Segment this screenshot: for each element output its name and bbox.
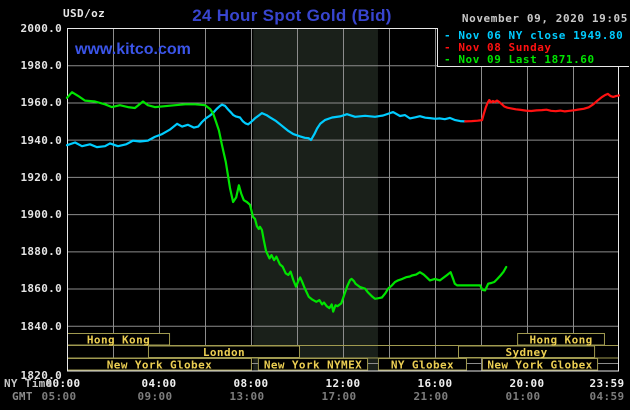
chart-title: 24 Hour Spot Gold (Bid) bbox=[192, 6, 392, 25]
y-tick-label: 1980.0 bbox=[20, 59, 62, 72]
session-label: Hong Kong bbox=[529, 334, 592, 347]
x-tick-gmt: 13:00 bbox=[229, 390, 264, 403]
nymex-session-shade bbox=[253, 28, 378, 371]
series-nov08-line bbox=[464, 92, 621, 123]
x-tick-gmt: 09:00 bbox=[137, 390, 172, 403]
x-tick-ny: 20:00 bbox=[509, 377, 544, 390]
session-label: New York NYMEX bbox=[264, 359, 362, 372]
x-tick-gmt: 17:00 bbox=[321, 390, 356, 403]
session-box bbox=[458, 345, 596, 358]
y-tick-label: 1960.0 bbox=[20, 96, 62, 109]
axis-tick-layer: 2000.0 1980.0 1960.0 1940.0 1920.0 1900.0 1880… bbox=[20, 22, 624, 403]
legend-entry-nov06: - Nov 06 NY close 1949.80 bbox=[444, 29, 623, 42]
session-shade-layer bbox=[253, 28, 378, 371]
x-tick-ny: 23:59 bbox=[589, 377, 624, 390]
x-tick-ny: 04:00 bbox=[141, 377, 176, 390]
legend-entry-nov09: - Nov 09 Last 1871.60 bbox=[444, 53, 595, 66]
session-label: New York Globex bbox=[487, 359, 592, 372]
x-tick-ny: 16:00 bbox=[417, 377, 452, 390]
gridline-layer bbox=[67, 28, 619, 371]
session-box bbox=[147, 345, 300, 358]
y-tick-label: 1900.0 bbox=[20, 208, 62, 221]
session-box bbox=[377, 358, 467, 371]
x-tick-gmt: 21:00 bbox=[413, 390, 448, 403]
x-tick-ny: 08:00 bbox=[233, 377, 268, 390]
legend-entry-nov08: - Nov 08 Sunday bbox=[444, 41, 552, 54]
kitco-watermark: www.kitco.com bbox=[74, 41, 191, 58]
y-tick-label: 1880.0 bbox=[20, 245, 62, 258]
datetime-stamp: November 09, 2020 19:05 bbox=[462, 12, 628, 25]
session-label: London bbox=[203, 346, 245, 359]
legend-box: - Nov 06 NY close 1949.80 - Nov 08 Sunda… bbox=[437, 28, 629, 67]
y-tick-label: 2000.0 bbox=[20, 22, 62, 35]
gmt-axis-label: GMT bbox=[12, 390, 33, 403]
y-tick-label: 1860.0 bbox=[20, 282, 62, 295]
x-tick-gmt: 05:00 bbox=[41, 390, 76, 403]
session-label: NY Globex bbox=[391, 359, 454, 372]
session-box bbox=[257, 358, 369, 371]
y-axis-units-label: USD/oz bbox=[63, 7, 105, 20]
price-series-layer bbox=[65, 91, 621, 313]
session-box bbox=[481, 358, 599, 371]
session-box bbox=[517, 333, 605, 346]
x-tick-gmt: 01:00 bbox=[505, 390, 540, 403]
session-label: New York Globex bbox=[107, 359, 212, 372]
plot-border bbox=[67, 28, 619, 372]
plot-frame-layer bbox=[67, 28, 619, 372]
x-tick-gmt: 04:59 bbox=[589, 390, 624, 403]
y-tick-label: 1940.0 bbox=[20, 134, 62, 147]
series-nov09-line bbox=[65, 91, 508, 313]
y-tick-label: 1840.0 bbox=[20, 320, 62, 333]
x-tick-ny: 12:00 bbox=[325, 377, 360, 390]
x-tick-ny: 00:00 bbox=[45, 377, 80, 390]
y-tick-label: 1820.0 bbox=[20, 369, 62, 382]
ny-time-axis-label: NY Time bbox=[4, 377, 53, 390]
session-label: Hong Kong bbox=[87, 334, 150, 347]
series-nov06-line bbox=[65, 103, 467, 149]
y-tick-label: 1920.0 bbox=[20, 171, 62, 184]
legend-background bbox=[437, 28, 629, 66]
session-label: Sydney bbox=[505, 346, 547, 359]
